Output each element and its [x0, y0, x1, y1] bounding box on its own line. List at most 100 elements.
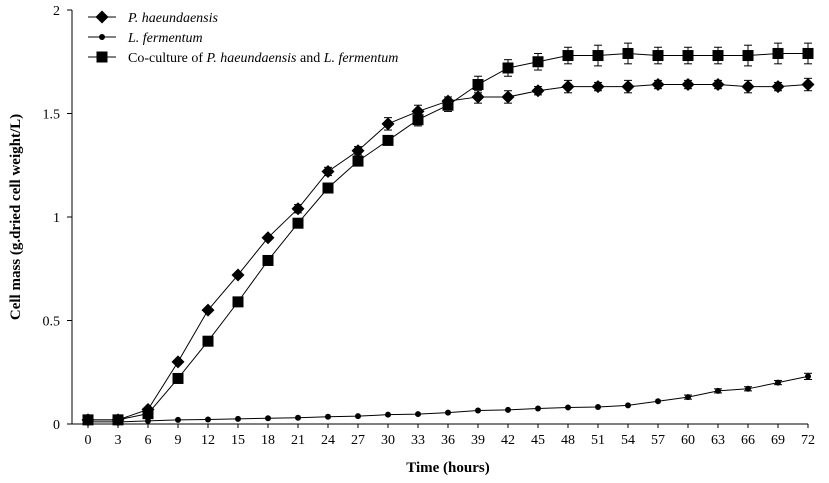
data-point: [415, 411, 421, 418]
data-point: [742, 50, 754, 62]
data-point: [205, 416, 211, 423]
data-point: [445, 409, 451, 416]
data-point: [171, 355, 185, 369]
data-point: [505, 406, 511, 413]
x-tick-label: 72: [801, 433, 815, 448]
data-point: [652, 50, 664, 62]
data-point: [412, 114, 424, 126]
data-point: [595, 404, 601, 411]
data-point: [265, 415, 271, 422]
data-point: [442, 99, 454, 111]
data-point: [172, 372, 184, 384]
x-tick-label: 27: [351, 433, 365, 448]
data-point: [261, 231, 275, 245]
x-tick-label: 30: [381, 433, 395, 448]
data-point: [805, 373, 811, 380]
legend-label: P. haeundaensis: [127, 11, 219, 26]
legend-label: Co-culture of P. haeundaensis and L. fer…: [128, 51, 398, 66]
legend-label-part: P. haeundaensis: [127, 11, 219, 26]
series-circle: [85, 372, 812, 425]
x-tick-label: 33: [411, 433, 425, 448]
x-tick-label: 57: [651, 433, 665, 448]
data-point: [531, 84, 545, 98]
data-point: [381, 117, 395, 131]
x-tick-label: 3: [115, 433, 122, 448]
x-tick-label: 9: [175, 433, 182, 448]
data-point: [475, 407, 481, 414]
data-point: [592, 50, 604, 62]
data-point: [351, 144, 365, 158]
y-tick-label: 2: [53, 4, 60, 19]
data-point: [232, 296, 244, 308]
x-tick-label: 54: [621, 433, 635, 448]
data-point: [322, 182, 334, 194]
data-point: [772, 47, 784, 59]
legend-label: L. fermentum: [127, 31, 203, 46]
series-line: [88, 84, 809, 421]
data-point: [591, 80, 605, 94]
legend-item: L. fermentum: [88, 31, 203, 46]
x-tick-label: 39: [471, 433, 485, 448]
data-point: [295, 414, 301, 421]
x-tick-label: 15: [231, 433, 245, 448]
data-point: [651, 78, 665, 92]
data-point: [471, 90, 485, 104]
data-point: [112, 414, 124, 426]
data-point: [325, 413, 331, 420]
legend-item: Co-culture of P. haeundaensis and L. fer…: [88, 51, 398, 66]
x-tick-label: 45: [531, 433, 545, 448]
data-point: [82, 414, 94, 426]
data-point: [501, 90, 515, 104]
x-tick-label: 48: [561, 433, 575, 448]
y-tick-label: 0: [53, 418, 60, 433]
data-point: [145, 417, 151, 424]
data-point: [201, 303, 215, 317]
data-point: [685, 394, 691, 401]
x-tick-label: 12: [201, 433, 215, 448]
series-layer: [81, 42, 815, 427]
data-point: [771, 80, 785, 94]
data-point: [292, 217, 304, 229]
x-tick-label: 0: [85, 433, 92, 448]
legend-label-part: L. fermentum: [127, 31, 203, 46]
data-point: [472, 79, 484, 91]
data-point: [502, 62, 514, 74]
data-point: [621, 80, 635, 94]
x-tick-label: 60: [681, 433, 695, 448]
legend-item: P. haeundaensis: [88, 10, 219, 26]
data-point: [352, 155, 364, 167]
data-point: [745, 385, 751, 392]
legend: P. haeundaensis L. fermentum Co-culture of…: [88, 10, 398, 66]
legend-marker: [96, 51, 108, 63]
x-tick-label: 63: [711, 433, 725, 448]
data-point: [382, 134, 394, 146]
data-point: [775, 379, 781, 386]
x-ticks: 0 3 6 9 12 15 18 21 24 27 30 33 36 39 42 45 48 51 54 57 60 63…: [85, 424, 815, 448]
y-ticks: 0 0.5 1 1.5 2: [43, 4, 72, 433]
data-point: [711, 78, 725, 92]
data-point: [532, 56, 544, 68]
series-square: [82, 42, 814, 426]
y-tick-label: 0.5: [43, 315, 61, 330]
data-point: [802, 47, 814, 59]
x-tick-label: 69: [771, 433, 785, 448]
data-point: [801, 78, 815, 92]
data-point: [625, 402, 631, 409]
data-point: [681, 78, 695, 92]
y-axis-title: Cell mass (g.dried cell weight/L): [8, 114, 24, 320]
legend-label-part: Co-culture of: [128, 51, 207, 66]
data-point: [561, 80, 575, 94]
x-tick-label: 42: [501, 433, 515, 448]
x-axis-title: Time (hours): [406, 460, 489, 476]
x-tick-label: 66: [741, 433, 755, 448]
data-point: [262, 254, 274, 266]
legend-marker: [95, 10, 109, 24]
data-point: [715, 387, 721, 394]
data-point: [655, 398, 661, 405]
data-point: [235, 415, 241, 422]
data-point: [562, 50, 574, 62]
data-point: [741, 80, 755, 94]
data-point: [622, 47, 634, 59]
